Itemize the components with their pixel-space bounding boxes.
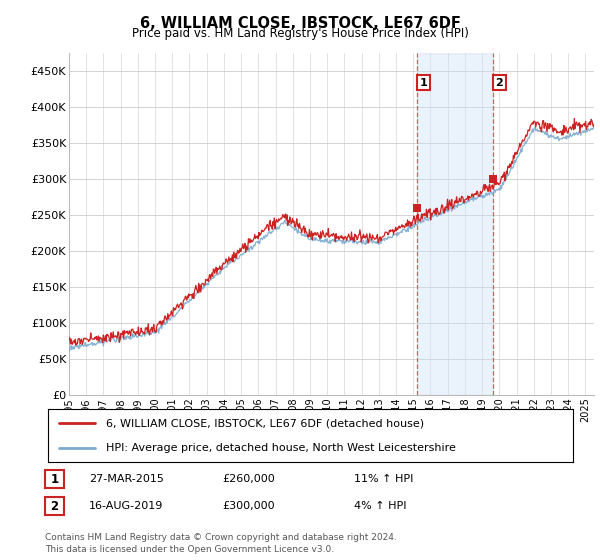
Text: 1: 1 — [50, 473, 59, 486]
Text: 1: 1 — [420, 78, 428, 87]
Text: HPI: Average price, detached house, North West Leicestershire: HPI: Average price, detached house, Nort… — [106, 442, 455, 452]
Bar — [417, 53, 493, 395]
Text: 6, WILLIAM CLOSE, IBSTOCK, LE67 6DF (detached house): 6, WILLIAM CLOSE, IBSTOCK, LE67 6DF (det… — [106, 418, 424, 428]
Text: 4% ↑ HPI: 4% ↑ HPI — [354, 501, 407, 511]
Text: Price paid vs. HM Land Registry's House Price Index (HPI): Price paid vs. HM Land Registry's House … — [131, 27, 469, 40]
Text: £300,000: £300,000 — [222, 501, 275, 511]
Text: 6, WILLIAM CLOSE, IBSTOCK, LE67 6DF: 6, WILLIAM CLOSE, IBSTOCK, LE67 6DF — [140, 16, 460, 31]
Text: £260,000: £260,000 — [222, 474, 275, 484]
Text: 2: 2 — [496, 78, 503, 87]
Text: Contains HM Land Registry data © Crown copyright and database right 2024.
This d: Contains HM Land Registry data © Crown c… — [45, 533, 397, 554]
Text: 11% ↑ HPI: 11% ↑ HPI — [354, 474, 413, 484]
Text: 16-AUG-2019: 16-AUG-2019 — [89, 501, 163, 511]
Text: 2: 2 — [50, 500, 59, 513]
Text: 27-MAR-2015: 27-MAR-2015 — [89, 474, 164, 484]
